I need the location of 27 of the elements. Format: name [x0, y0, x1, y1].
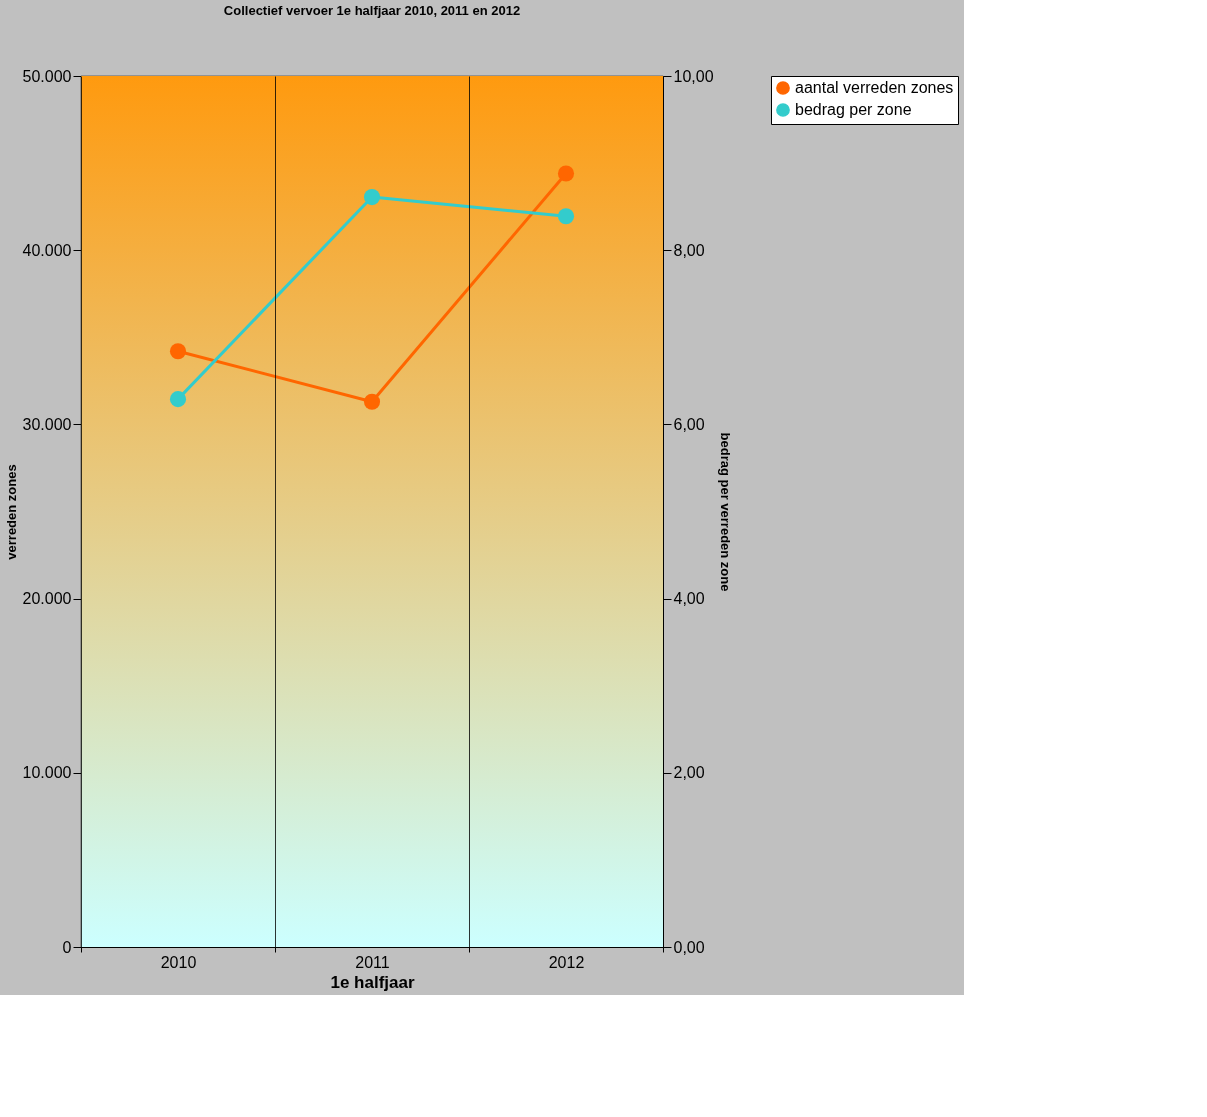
y2-tick-label: 10,00 — [673, 67, 714, 85]
y-axis-title: verreden zones — [3, 464, 19, 560]
x-axis-title: 1e halfjaar — [330, 972, 415, 992]
y2-tick-label: 4,00 — [673, 590, 705, 608]
y-tick-label: 50.000 — [22, 67, 72, 85]
chart-title: Collectief vervoer 1e halfjaar 2010, 2011 en 2012 — [223, 3, 521, 18]
y-tick-label: 20.000 — [22, 590, 72, 608]
point — [557, 208, 575, 225]
y2-axis-title: bedrag per verreden zone — [717, 432, 733, 592]
y2-tick-label: 0,00 — [673, 938, 705, 956]
point — [363, 393, 381, 410]
point — [169, 343, 187, 360]
point — [557, 165, 575, 182]
y-tick-label: 40.000 — [22, 241, 72, 259]
y2-tick-label: 8,00 — [673, 241, 705, 259]
x-tick-label: 2010 — [160, 953, 197, 971]
y-tick-label: 30.000 — [22, 415, 72, 433]
legend-label: bedrag per zone — [795, 101, 912, 118]
point — [363, 189, 381, 206]
y-tick-label: 10.000 — [22, 764, 72, 782]
point — [169, 391, 187, 408]
x-tick-label: 2012 — [548, 953, 585, 971]
y2-tick-label: 2,00 — [673, 764, 705, 782]
x-tick-label: 2011 — [355, 953, 390, 971]
y-tick-label: 0 — [62, 938, 72, 956]
y2-tick-label: 6,00 — [673, 415, 705, 433]
legend-label: aantal verreden zones — [795, 79, 954, 96]
